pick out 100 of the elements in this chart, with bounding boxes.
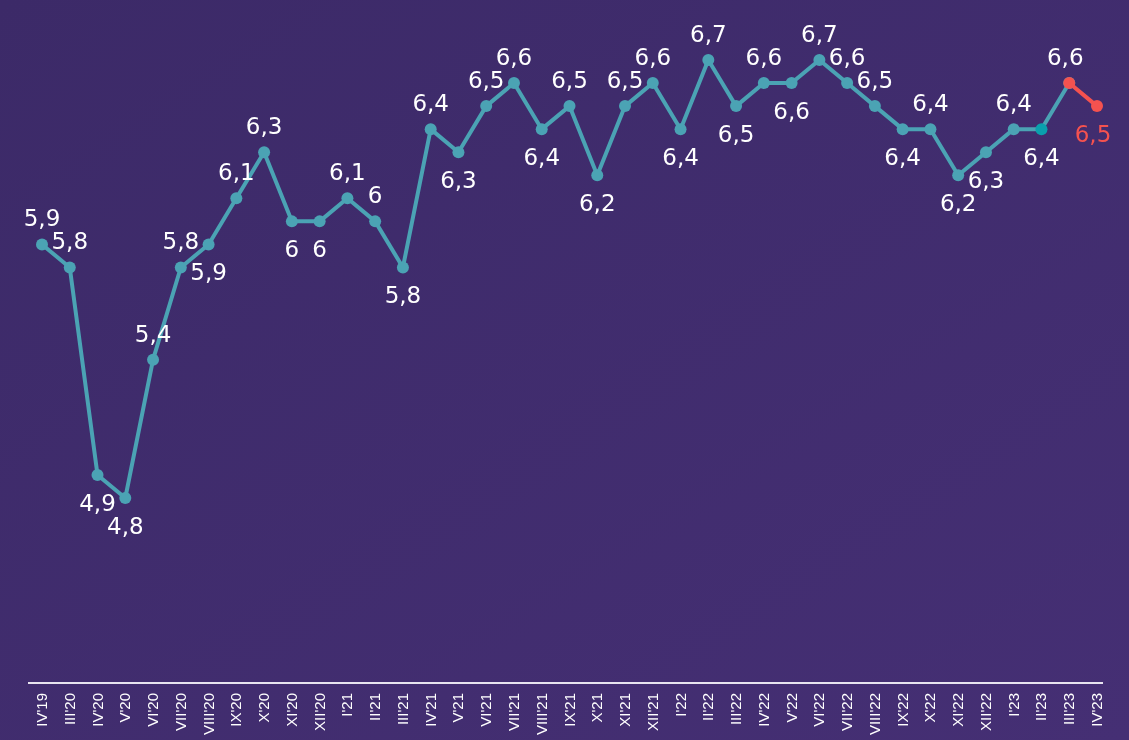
point [230, 192, 243, 205]
data-label: 6,5 [1074, 121, 1112, 148]
data-label: 4,9 [79, 489, 116, 516]
point [841, 77, 854, 90]
data-label: 6,6 [773, 98, 810, 125]
x-tick-label: XI'20 [282, 693, 300, 727]
data-label: 6,5 [551, 67, 588, 94]
x-tick-label: VIII'22 [865, 693, 883, 736]
x-tick-label: X'21 [588, 693, 606, 723]
point [702, 54, 715, 66]
x-tick-label: VII'22 [838, 693, 856, 731]
x-tick-label: IX'21 [560, 693, 578, 727]
point [424, 123, 437, 136]
data-label: 6,3 [440, 167, 477, 194]
point [674, 123, 687, 136]
point [924, 123, 937, 136]
point [619, 100, 632, 113]
point [369, 215, 382, 228]
data-label: 6,6 [745, 44, 783, 71]
point [258, 146, 271, 159]
data-label: 5,9 [190, 259, 227, 286]
point [174, 261, 187, 274]
x-tick-label: IX'20 [227, 693, 245, 727]
point [63, 261, 76, 274]
point [591, 169, 604, 182]
point [119, 492, 132, 504]
point [979, 146, 992, 159]
x-tick-label: III'22 [727, 693, 745, 726]
data-label: 6,4 [1023, 144, 1060, 171]
data-label: 6,4 [912, 90, 949, 117]
x-tick-label: XII'22 [976, 693, 994, 731]
point [896, 123, 909, 136]
x-tick-label: XI'22 [949, 693, 967, 727]
x-tick-label: XI'21 [616, 693, 634, 727]
data-label: 6,4 [884, 144, 921, 171]
x-tick-label: I'22 [671, 693, 689, 717]
x-tick-label: VIII'21 [532, 693, 550, 736]
point [1035, 123, 1048, 136]
x-tick-label: X'22 [921, 693, 939, 723]
x-tick-label: VI'21 [477, 693, 495, 727]
x-tick-label: III'23 [1060, 693, 1078, 726]
point [757, 77, 770, 90]
point [1091, 100, 1103, 113]
data-label: 6 [367, 182, 383, 209]
data-label: 4,8 [107, 513, 144, 539]
x-tick-label: IX'22 [893, 693, 911, 727]
data-label: 6,6 [1046, 44, 1084, 71]
data-label: 6,7 [801, 21, 838, 47]
data-label: 5,8 [384, 282, 422, 309]
x-tick-label: III'21 [393, 693, 411, 726]
point [396, 261, 409, 274]
x-tick-label: XII'20 [310, 693, 328, 731]
point [785, 77, 798, 90]
x-tick-label: IV'20 [88, 693, 106, 727]
x-tick-label: IV'21 [421, 693, 439, 727]
x-tick-label: IV'19 [33, 693, 50, 727]
x-tick-label: XII'21 [643, 693, 661, 731]
point [202, 238, 215, 251]
data-label: 6,5 [717, 121, 755, 148]
data-label: 6,7 [690, 21, 727, 47]
x-tick-label: VII'21 [504, 693, 522, 731]
x-tick-label: VI'22 [810, 693, 828, 727]
data-label: 6 [312, 236, 327, 263]
data-label: 6,4 [412, 90, 449, 117]
x-tick-label: X'20 [255, 693, 273, 723]
x-tick-label: VII'20 [171, 693, 189, 731]
point [452, 146, 465, 159]
x-tick-label: IV'23 [1088, 693, 1105, 727]
point [285, 215, 298, 228]
x-tick-label: VIII'20 [199, 693, 217, 736]
point [480, 100, 493, 113]
data-label: 6 [284, 236, 300, 263]
x-tick-label: V'22 [782, 693, 800, 723]
point [952, 169, 965, 182]
point [341, 192, 354, 205]
x-tick-label: IV'22 [754, 693, 772, 727]
x-tick-label: I'23 [1004, 693, 1022, 717]
data-label: 6,1 [218, 159, 255, 186]
point [91, 468, 104, 481]
data-label: 6,4 [995, 90, 1032, 117]
point [147, 353, 160, 366]
x-tick-label: II'21 [366, 693, 384, 721]
point [813, 54, 826, 66]
point [535, 123, 548, 136]
point [313, 215, 326, 228]
point [730, 100, 743, 113]
data-label: 6,4 [662, 144, 699, 171]
data-label: 6,2 [578, 190, 616, 217]
point [1007, 123, 1020, 136]
point [36, 238, 48, 251]
point [563, 100, 576, 113]
x-tick-label: III'20 [60, 693, 78, 726]
x-tick-label: II'23 [1032, 693, 1050, 721]
data-label: 5,8 [162, 228, 200, 255]
point [507, 77, 520, 90]
x-tick-label: I'21 [338, 693, 356, 717]
x-tick-label: V'21 [449, 693, 467, 723]
x-tick-label: VI'20 [144, 693, 162, 727]
data-label: 6,3 [245, 113, 283, 140]
data-label: 6,4 [523, 144, 561, 171]
